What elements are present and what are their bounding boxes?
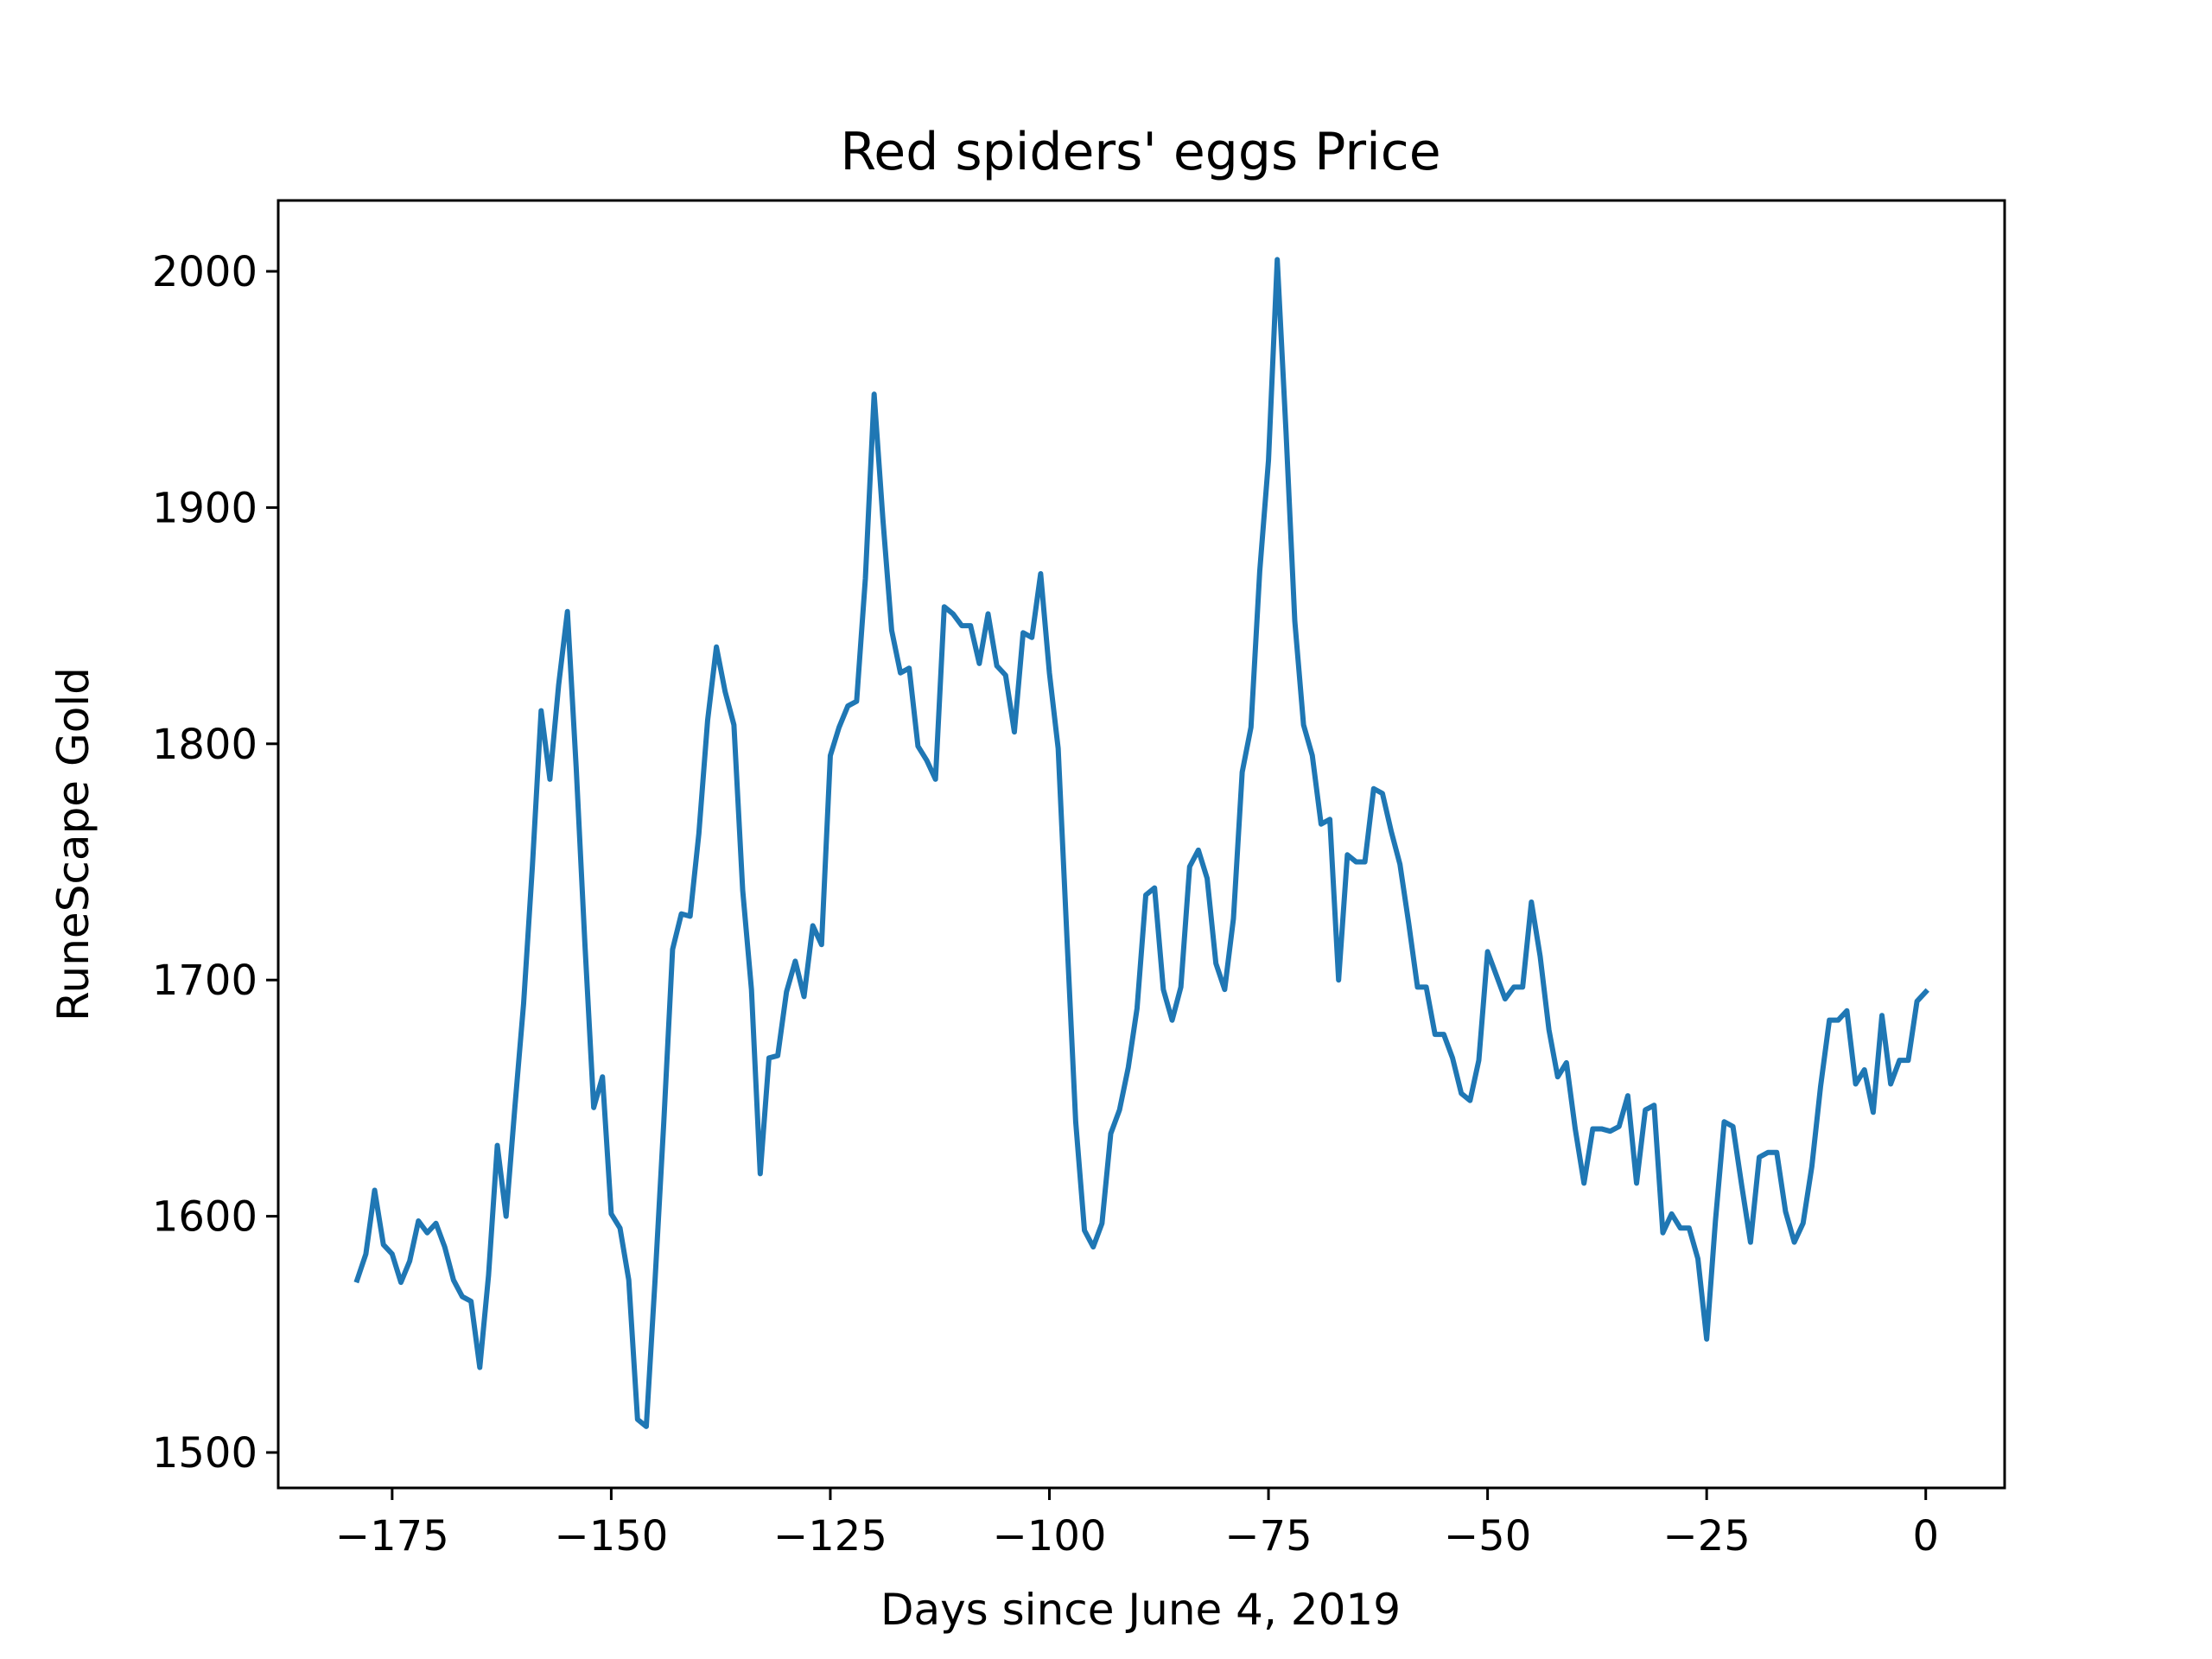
x-tick-label: −50 <box>1444 1512 1531 1560</box>
x-tick-label: 0 <box>1912 1512 1939 1560</box>
plot-area <box>353 257 1929 1429</box>
y-tick-label: 1900 <box>152 484 257 532</box>
x-axis-ticks: −175 −150 −125 −100 −75 −50 −25 0 <box>335 1488 1939 1560</box>
y-axis-ticks: 1500 1600 1700 1800 1900 2000 <box>152 248 278 1478</box>
x-tick-label: −25 <box>1663 1512 1751 1560</box>
plot-frame <box>276 199 2006 1490</box>
y-tick-label: 1700 <box>152 957 257 1005</box>
y-tick-label: 1600 <box>152 1193 257 1242</box>
x-tick-label: −125 <box>773 1512 887 1560</box>
x-tick-label: −75 <box>1224 1512 1312 1560</box>
x-tick-label: −175 <box>335 1512 449 1560</box>
y-tick-label: 1800 <box>152 721 257 769</box>
x-axis-label: Days since June 4, 2019 <box>880 1585 1401 1635</box>
y-tick-label: 2000 <box>152 248 257 296</box>
series-line-0 <box>353 257 1929 1429</box>
chart-title: Red spiders' eggs Price <box>840 122 1440 182</box>
y-axis-label: RuneScape Gold <box>48 667 99 1021</box>
x-tick-label: −100 <box>993 1512 1107 1560</box>
y-tick-label: 1500 <box>152 1429 257 1478</box>
x-tick-label: −150 <box>554 1512 668 1560</box>
